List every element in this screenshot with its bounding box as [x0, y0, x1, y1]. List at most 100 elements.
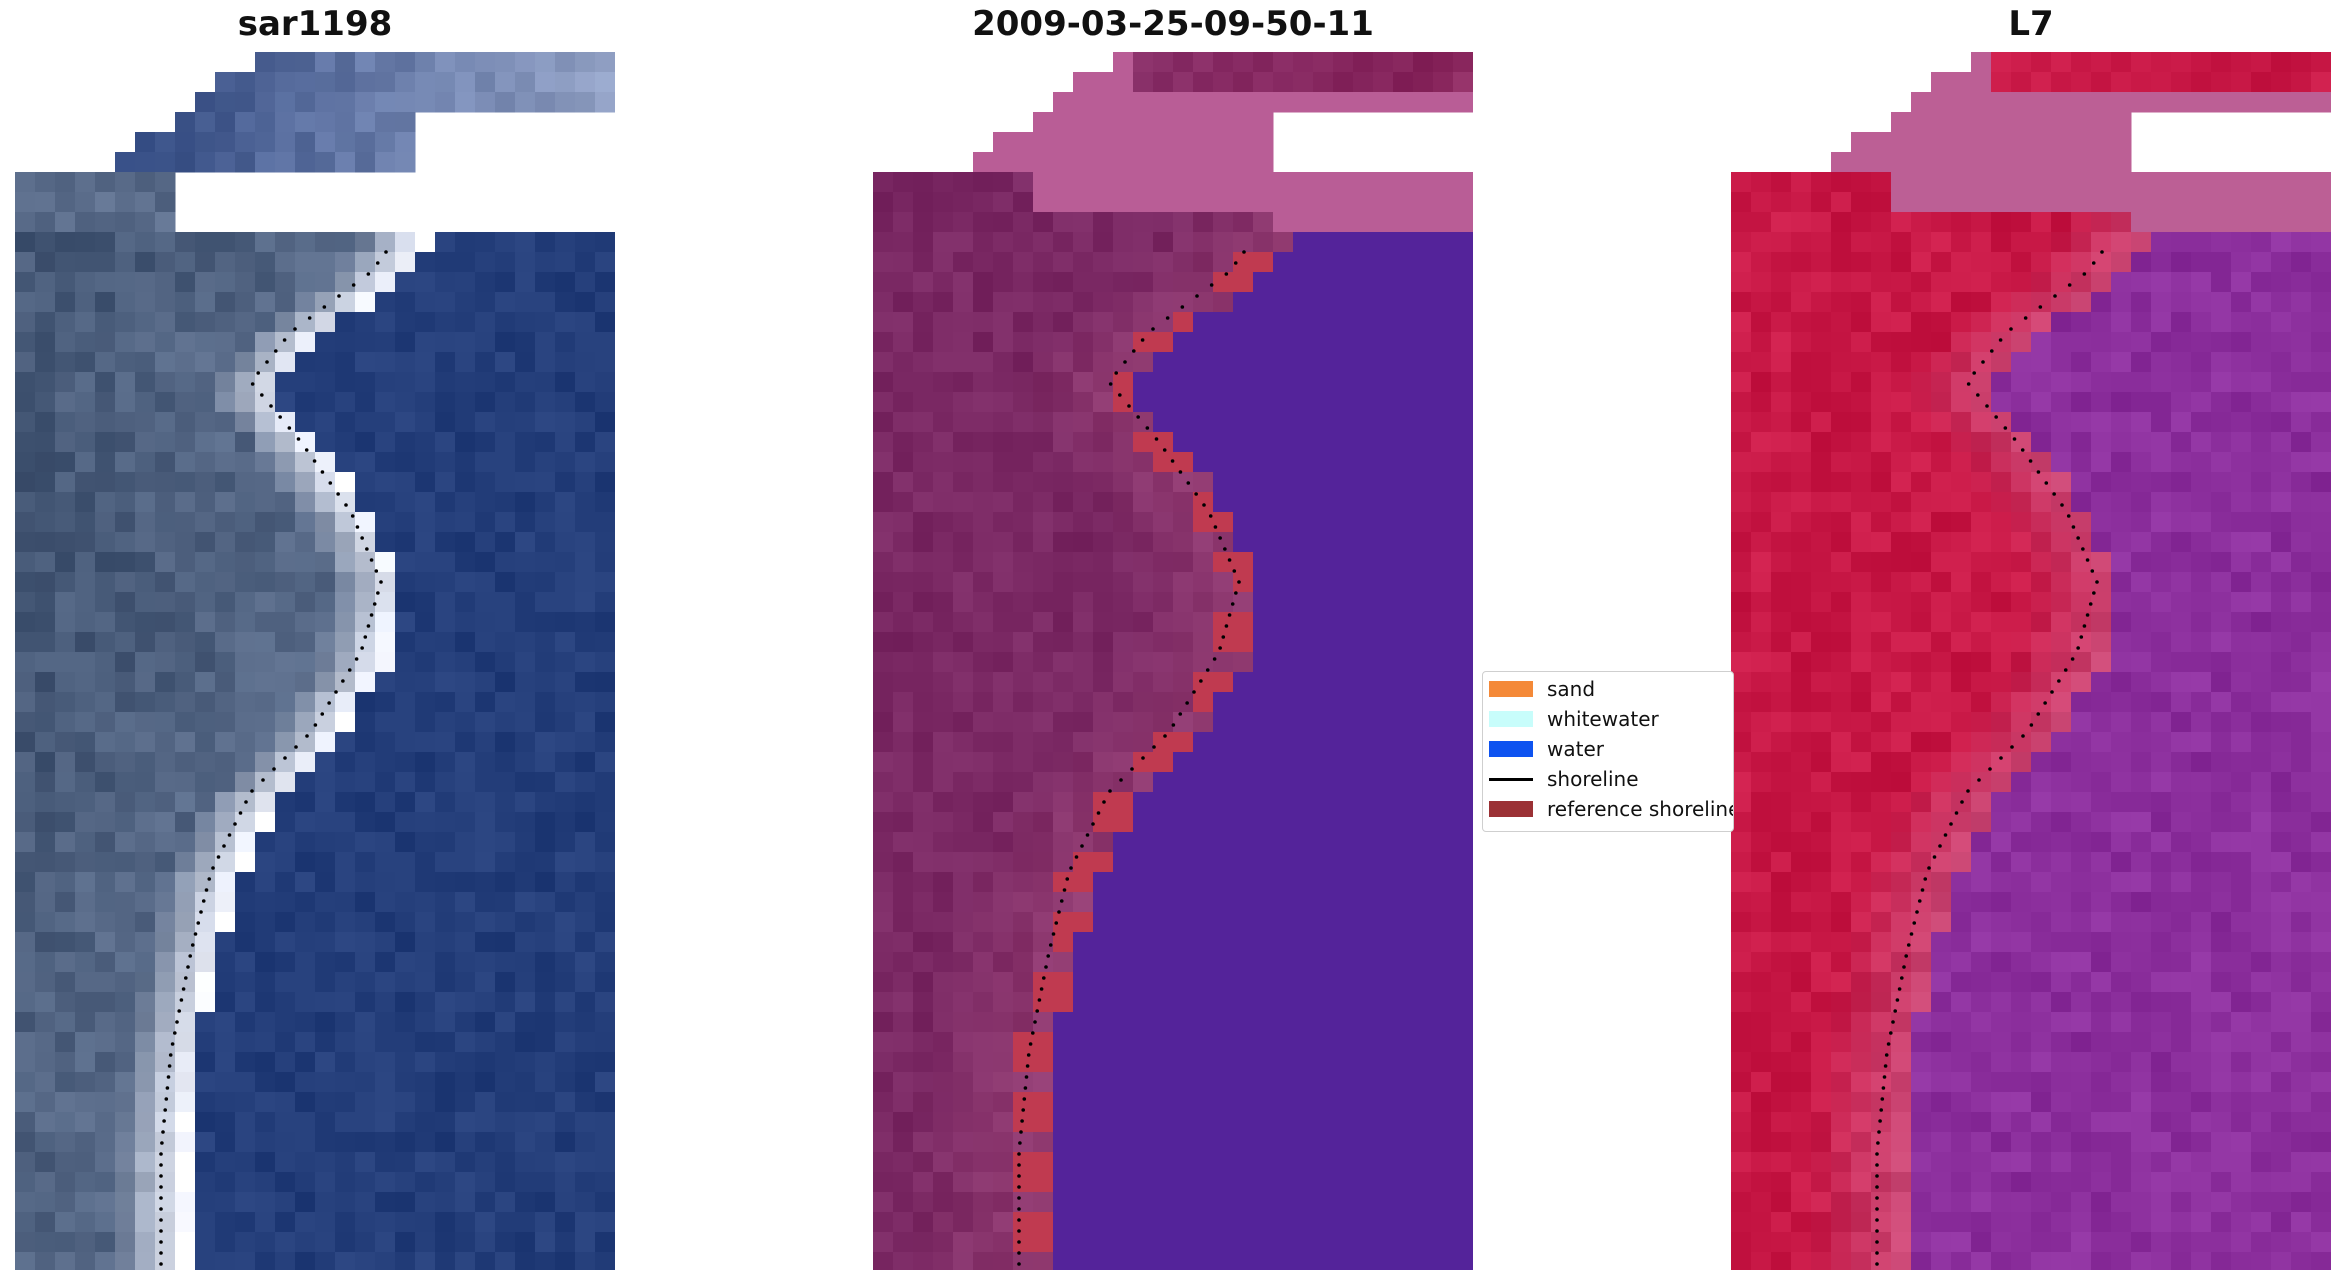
pixel: [1433, 812, 1454, 833]
pixel: [195, 852, 216, 873]
pixel: [2291, 812, 2312, 833]
shoreline-point: [1080, 844, 1084, 848]
pixel: [2031, 932, 2052, 953]
pixel: [495, 1112, 516, 1133]
pixel: [1113, 172, 1134, 193]
pixel: [235, 252, 256, 273]
pixel: [155, 892, 176, 913]
pixel: [555, 232, 576, 253]
pixel: [1293, 352, 1314, 373]
pixel: [235, 312, 256, 333]
pixel: [933, 1192, 954, 1213]
pixel: [1811, 892, 1832, 913]
pixel: [1951, 892, 1972, 913]
pixel: [1193, 592, 1214, 613]
pixel: [1193, 1012, 1214, 1033]
pixel: [255, 592, 276, 613]
pixel: [515, 812, 536, 833]
pixel: [2171, 52, 2192, 73]
pixel: [415, 1172, 436, 1193]
pixel: [1751, 532, 1772, 553]
pixel: [1851, 532, 1872, 553]
pixel: [1293, 532, 1314, 553]
pixel: [1073, 332, 1094, 353]
pixel: [1273, 952, 1294, 973]
pixel: [2111, 992, 2132, 1013]
pixel: [295, 892, 316, 913]
pixel: [2271, 532, 2292, 553]
pixel: [2091, 692, 2112, 713]
pixel: [933, 892, 954, 913]
pixel: [1253, 472, 1274, 493]
pixel: [235, 472, 256, 493]
pixel: [1771, 972, 1792, 993]
pixel: [2311, 732, 2331, 753]
pixel: [953, 732, 974, 753]
pixel: [255, 772, 276, 793]
pixel: [973, 472, 994, 493]
pixel: [15, 892, 36, 913]
pixel: [2171, 432, 2192, 453]
pixel: [1113, 1052, 1134, 1073]
pixel: [1831, 272, 1852, 293]
pixel: [913, 472, 934, 493]
pixel: [1033, 852, 1054, 873]
pixel: [455, 612, 476, 633]
pixel: [595, 1172, 615, 1193]
pixel: [1273, 372, 1294, 393]
pixel: [235, 1012, 256, 1033]
pixel: [595, 892, 615, 913]
pixel: [135, 592, 156, 613]
pixel: [1073, 992, 1094, 1013]
pixel: [495, 652, 516, 673]
pixel: [255, 1072, 276, 1093]
pixel: [2151, 672, 2172, 693]
pixel: [1253, 932, 1274, 953]
pixel: [535, 372, 556, 393]
pixel: [415, 1212, 436, 1233]
pixel: [2011, 132, 2032, 153]
pixel: [1173, 552, 1194, 573]
pixel: [215, 1112, 236, 1133]
pixel: [375, 932, 396, 953]
pixel: [515, 1232, 536, 1253]
pixel: [1273, 452, 1294, 473]
pixel: [1333, 492, 1354, 513]
pixel: [375, 232, 396, 253]
pixel: [2051, 512, 2072, 533]
pixel: [1931, 672, 1952, 693]
index-image-panel: [1731, 52, 2331, 1270]
pixel: [1751, 792, 1772, 813]
pixel: [155, 992, 176, 1013]
pixel: [1453, 532, 1473, 553]
pixel: [873, 432, 894, 453]
pixel: [375, 1052, 396, 1073]
pixel: [2111, 52, 2132, 73]
pixel: [175, 232, 196, 253]
pixel: [2211, 572, 2232, 593]
pixel: [1831, 372, 1852, 393]
pixel: [255, 1232, 276, 1253]
pixel: [115, 1132, 136, 1153]
pixel: [1213, 692, 1234, 713]
pixel: [2071, 932, 2092, 953]
pixel: [75, 292, 96, 313]
pixel: [475, 1112, 496, 1133]
pixel: [1293, 852, 1314, 873]
pixel: [115, 432, 136, 453]
pixel: [2231, 292, 2252, 313]
pixel: [1273, 332, 1294, 353]
pixel: [893, 392, 914, 413]
pixel: [2231, 672, 2252, 693]
pixel: [893, 992, 914, 1013]
pixel: [255, 292, 276, 313]
pixel: [2291, 772, 2312, 793]
pixel: [1791, 472, 1812, 493]
pixel: [1951, 532, 1972, 553]
pixel: [2311, 772, 2331, 793]
pixel: [115, 372, 136, 393]
pixel: [515, 772, 536, 793]
pixel: [395, 412, 416, 433]
pixel: [1173, 952, 1194, 973]
pixel: [1153, 312, 1174, 333]
